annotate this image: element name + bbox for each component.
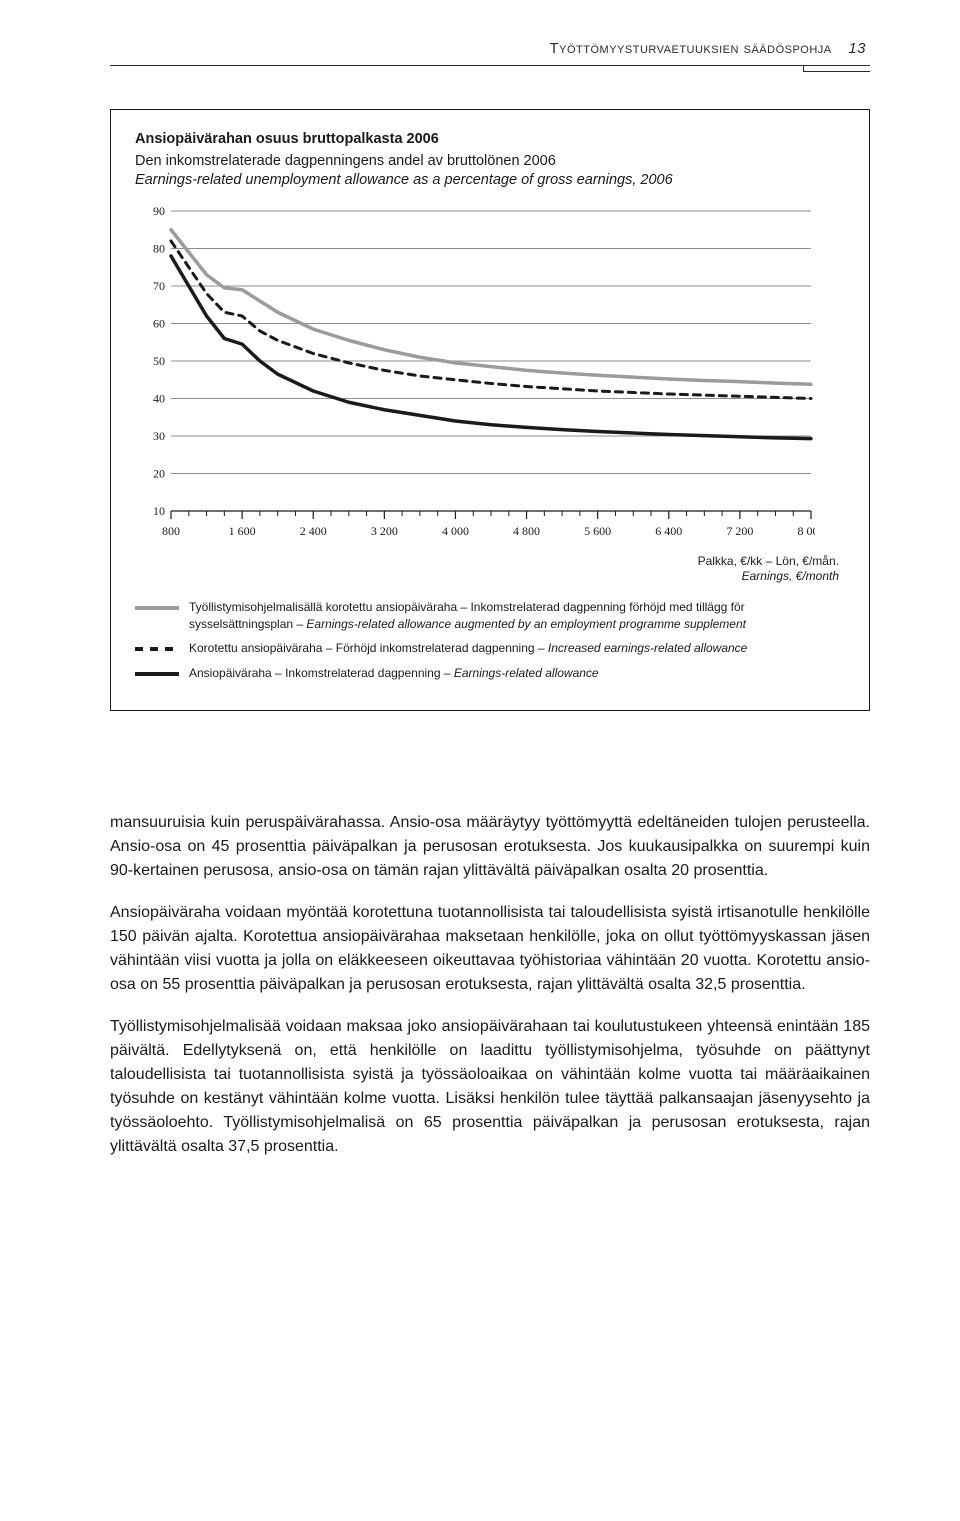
svg-text:90: 90 [153, 205, 165, 218]
figure-title-fi: Ansiopäivärahan osuus bruttopalkasta 200… [135, 130, 845, 150]
svg-text:800: 800 [162, 524, 180, 538]
legend-item: Korotettu ansiopäiväraha – Förhöjd inkom… [135, 640, 845, 657]
axis-caption: Palkka, €/kk – Lön, €/mån. Earnings, €/m… [135, 554, 845, 585]
legend-swatch [135, 667, 179, 681]
svg-text:3 200: 3 200 [371, 524, 398, 538]
chart: 10 20 30 40 50 60 70 80 90% 800 1 600 2 400 3 200 4 0… [135, 205, 845, 585]
axis-caption-line2: Earnings, €/month [742, 569, 839, 583]
figure-box: Ansiopäivärahan osuus bruttopalkasta 200… [110, 109, 870, 711]
running-header: Työttömyysturvaetuuksien säädöspohja 13 [110, 40, 870, 57]
svg-text:70: 70 [153, 279, 165, 293]
paragraph-2: Ansiopäiväraha voidaan myöntää korotettu… [110, 901, 870, 997]
legend-item: Työllistymisohjelmalisällä korotettu ans… [135, 599, 845, 633]
chart-svg: 10 20 30 40 50 60 70 80 90% 800 1 600 2 400 3 200 4 0… [135, 205, 815, 545]
svg-text:50: 50 [153, 354, 165, 368]
legend-text: Ansiopäiväraha – Inkomstrelaterad dagpen… [189, 665, 845, 682]
figure-title-sv: Den inkomstrelaterade dagpenningens ande… [135, 152, 845, 172]
svg-text:10: 10 [153, 504, 165, 518]
svg-text:40: 40 [153, 391, 165, 405]
svg-text:8 000: 8 000 [798, 524, 816, 538]
svg-text:%: % [155, 205, 165, 206]
legend-swatch [135, 642, 179, 656]
legend: Työllistymisohjelmalisällä korotettu ans… [135, 599, 845, 682]
svg-text:6 400: 6 400 [655, 524, 682, 538]
legend-text: Työllistymisohjelmalisällä korotettu ans… [189, 599, 845, 633]
svg-text:2 400: 2 400 [300, 524, 327, 538]
svg-text:30: 30 [153, 429, 165, 443]
axis-caption-line1: Palkka, €/kk – Lön, €/mån. [698, 554, 839, 568]
svg-text:4 800: 4 800 [513, 524, 540, 538]
header-rule [110, 65, 870, 79]
svg-text:5 600: 5 600 [584, 524, 611, 538]
legend-swatch [135, 601, 179, 615]
paragraph-1: mansuuruisia kuin peruspäivärahassa. Ans… [110, 811, 870, 883]
svg-text:1 600: 1 600 [229, 524, 256, 538]
svg-text:60: 60 [153, 316, 165, 330]
paragraph-3: Työllistymisohjelmalisää voidaan maksaa … [110, 1015, 870, 1159]
svg-text:20: 20 [153, 466, 165, 480]
figure-title-en: Earnings-related unemployment allowance … [135, 171, 845, 191]
running-title: Työttömyysturvaetuuksien säädöspohja [550, 40, 832, 57]
svg-text:4 000: 4 000 [442, 524, 469, 538]
legend-item: Ansiopäiväraha – Inkomstrelaterad dagpen… [135, 665, 845, 682]
page-number: 13 [848, 40, 866, 57]
svg-text:80: 80 [153, 241, 165, 255]
body-text: mansuuruisia kuin peruspäivärahassa. Ans… [110, 811, 870, 1159]
legend-text: Korotettu ansiopäiväraha – Förhöjd inkom… [189, 640, 845, 657]
svg-text:7 200: 7 200 [726, 524, 753, 538]
